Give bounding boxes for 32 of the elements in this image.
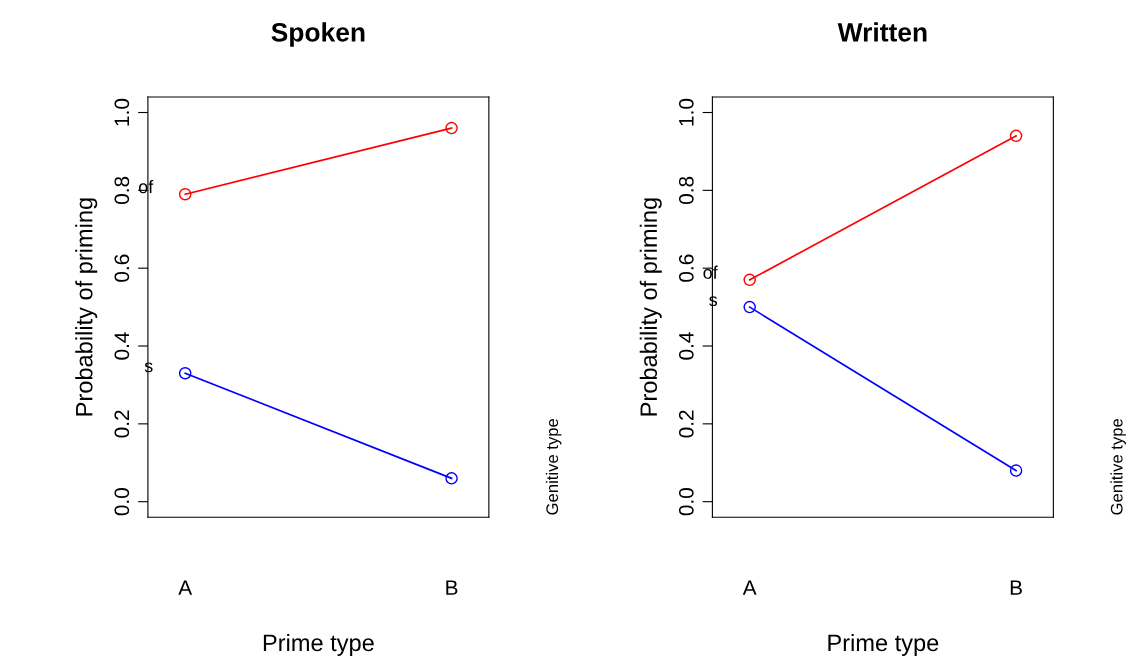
point	[445, 121, 458, 135]
y-tick-label: 1.0	[114, 98, 130, 126]
y-axis-title: Probability of priming	[75, 198, 98, 416]
point	[743, 273, 756, 287]
point	[743, 300, 756, 314]
point	[178, 187, 192, 201]
y-tick-label: 0.6	[678, 254, 694, 282]
y-tick-label: 0.0	[678, 488, 694, 516]
chart-title: Spoken	[271, 22, 365, 47]
chart-title: Written	[837, 22, 927, 42]
y-tick-label: 1.0	[678, 98, 694, 126]
y-tick-label: 0.6	[114, 254, 130, 282]
point	[1009, 464, 1023, 477]
point	[178, 367, 192, 380]
y-tick-label: 0.4	[114, 332, 130, 360]
y-tick-label: 0.0	[114, 488, 130, 516]
x-tick-label: B	[446, 580, 458, 595]
y-tick-label: 0.8	[678, 176, 694, 205]
y-tick-label: 0.4	[678, 332, 694, 360]
legend-title: Genitive type	[545, 418, 562, 515]
y-tick-label: 0.8	[114, 176, 130, 205]
y-tick-label: 0.2	[114, 410, 130, 438]
point	[445, 472, 458, 485]
legend-title: Genitive type	[1110, 418, 1126, 515]
x-tick-label: A	[742, 580, 757, 595]
y-tick-label: 0.2	[678, 410, 694, 438]
x-axis-title: Prime type	[263, 633, 374, 656]
point	[1009, 129, 1023, 143]
x-tick-label: A	[178, 580, 193, 595]
y-axis-title: Probability of priming	[639, 198, 662, 416]
x-axis-title: Prime type	[828, 633, 939, 656]
x-tick-label: B	[1010, 580, 1022, 595]
